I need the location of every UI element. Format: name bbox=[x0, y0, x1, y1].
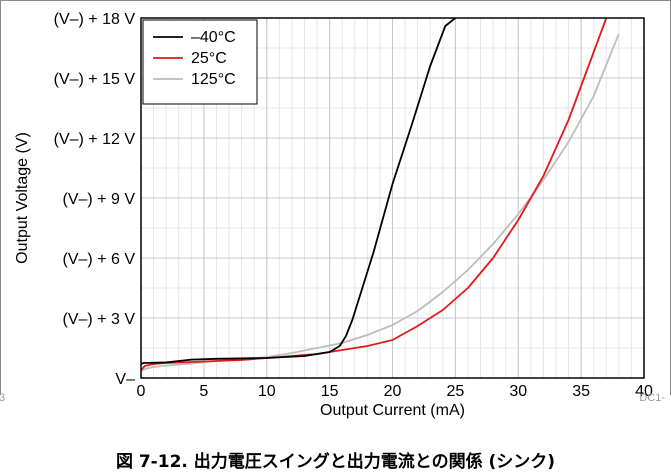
y-tick-label: (V–) + 15 V bbox=[54, 71, 136, 88]
y-tick-label: (V–) + 3 V bbox=[63, 311, 136, 328]
x-tick-label: 10 bbox=[258, 383, 276, 400]
x-tick-label: 40 bbox=[635, 383, 653, 400]
legend-label-2: 125°C bbox=[191, 71, 236, 88]
legend-label-1: 25°C bbox=[191, 50, 227, 67]
figure-id: DC1- bbox=[639, 392, 665, 404]
page-marker: 3 bbox=[0, 392, 6, 404]
x-tick-label: 35 bbox=[572, 383, 590, 400]
x-tick-label: 25 bbox=[446, 383, 464, 400]
plot-border bbox=[140, 17, 645, 379]
y-tick-label: (V–) + 12 V bbox=[54, 131, 136, 148]
y-tick-label: (V–) + 6 V bbox=[63, 251, 136, 268]
y-tick-label: (V–) + 18 V bbox=[54, 11, 136, 28]
series-line-0 bbox=[141, 18, 456, 365]
y-tick-label: V– bbox=[115, 371, 135, 388]
y-tick-label: (V–) + 9 V bbox=[63, 191, 136, 208]
x-tick-label: 15 bbox=[321, 383, 339, 400]
legend-label-0: –40°C bbox=[191, 29, 236, 46]
y-axis-label: Output Voltage (V) bbox=[14, 132, 31, 264]
x-axis-label: Output Current (mA) bbox=[320, 402, 465, 419]
x-tick-label: 30 bbox=[509, 383, 527, 400]
x-tick-label: 5 bbox=[199, 383, 208, 400]
x-tick-label: 0 bbox=[137, 383, 146, 400]
legend-box bbox=[142, 19, 258, 105]
figure-caption: 図 7-12. 出力電圧スイングと出力電流との関係 (シンク) bbox=[115, 452, 556, 472]
x-tick-label: 20 bbox=[384, 383, 402, 400]
series-line-1 bbox=[141, 18, 608, 371]
